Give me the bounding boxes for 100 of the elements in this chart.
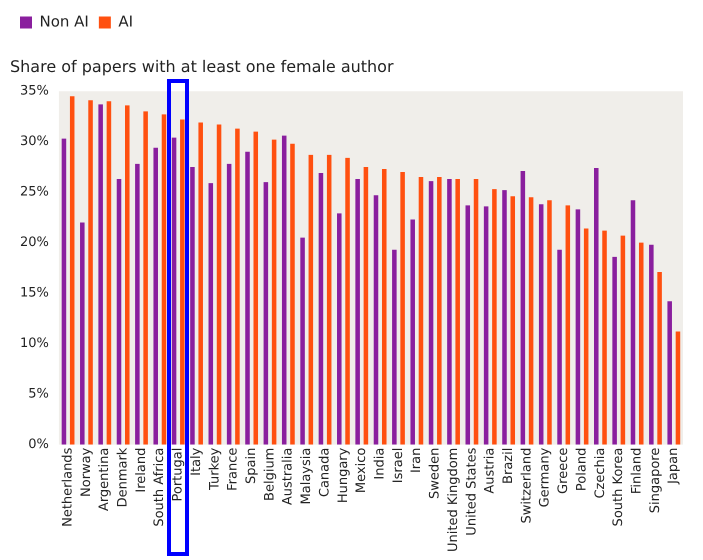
bar bbox=[676, 332, 680, 445]
bar bbox=[208, 183, 214, 445]
y-tick-label: 0% bbox=[28, 437, 49, 452]
x-tick-label: Sweden bbox=[428, 448, 443, 500]
x-tick-label: Australia bbox=[280, 448, 296, 506]
y-tick-label: 20% bbox=[20, 235, 49, 250]
bar bbox=[318, 173, 324, 445]
x-tick-label: Israel bbox=[390, 448, 406, 484]
bar bbox=[245, 152, 250, 445]
bar bbox=[172, 138, 176, 445]
x-tick-label: Turkey bbox=[207, 447, 222, 491]
x-tick-label: Denmark bbox=[116, 447, 131, 508]
x-tick-label: United Kingdom bbox=[446, 448, 461, 552]
x-tick-label: Hungary bbox=[336, 447, 351, 504]
bar bbox=[667, 301, 672, 445]
x-tick-label: Iran bbox=[409, 448, 424, 474]
x-tick-label: Canada bbox=[317, 448, 332, 498]
x-tick-label: Finland bbox=[629, 448, 644, 494]
bar bbox=[88, 100, 93, 445]
x-tick-label: Switzerland bbox=[519, 448, 534, 524]
bar bbox=[630, 200, 636, 445]
bar bbox=[226, 164, 232, 445]
x-tick-label: Singapore bbox=[648, 448, 663, 514]
bar bbox=[400, 172, 405, 445]
x-tick-label: Germany bbox=[538, 447, 553, 508]
x-tick-label: Poland bbox=[574, 448, 590, 492]
bar bbox=[180, 119, 185, 445]
bar bbox=[70, 96, 74, 445]
bar bbox=[638, 242, 644, 445]
bar bbox=[594, 168, 599, 445]
bar bbox=[300, 238, 305, 445]
bar bbox=[264, 182, 268, 445]
bar bbox=[282, 136, 286, 445]
x-tick-label: Malaysia bbox=[299, 448, 314, 504]
bar bbox=[428, 181, 434, 445]
bar bbox=[374, 195, 378, 445]
y-tick-label: 5% bbox=[28, 386, 49, 402]
x-tick-label: Argentina bbox=[97, 448, 112, 512]
bar bbox=[235, 128, 240, 445]
bar bbox=[602, 230, 607, 445]
bar bbox=[492, 189, 497, 445]
x-tick-label: Ireland bbox=[134, 448, 149, 493]
legend-label: AI bbox=[118, 12, 134, 30]
x-tick-label: South Africa bbox=[152, 448, 168, 527]
chart-title: Share of papers with at least one female author bbox=[10, 56, 394, 76]
x-tick-label: Austria bbox=[482, 448, 498, 494]
bar bbox=[162, 114, 166, 445]
y-tick-label: 25% bbox=[20, 184, 49, 200]
bar bbox=[337, 213, 342, 445]
bar bbox=[447, 179, 452, 445]
bar bbox=[190, 166, 195, 445]
bar bbox=[484, 206, 488, 445]
bar bbox=[584, 228, 588, 445]
bar bbox=[382, 168, 387, 445]
bar bbox=[455, 179, 460, 445]
x-tick-label: Norway bbox=[78, 447, 94, 497]
bar bbox=[649, 244, 654, 445]
bar bbox=[657, 272, 662, 445]
bar bbox=[364, 166, 368, 445]
x-tick-label: South Korea bbox=[611, 448, 626, 526]
bar bbox=[125, 105, 130, 445]
bar bbox=[392, 250, 397, 445]
y-tick-label: 35% bbox=[20, 84, 49, 99]
bar bbox=[418, 177, 424, 445]
bar bbox=[355, 179, 360, 445]
y-tick-label: 10% bbox=[20, 336, 49, 352]
bar bbox=[272, 140, 276, 445]
x-tick-label: Japan bbox=[666, 448, 682, 485]
bar bbox=[135, 164, 140, 445]
bar bbox=[345, 158, 350, 445]
legend-label: Non AI bbox=[40, 12, 89, 30]
bar bbox=[116, 179, 122, 445]
x-tick-label: Italy bbox=[188, 447, 204, 476]
bar bbox=[520, 170, 526, 445]
bar bbox=[502, 190, 507, 445]
bar bbox=[153, 148, 158, 445]
bar bbox=[308, 154, 314, 445]
bar bbox=[437, 177, 442, 445]
bar bbox=[547, 200, 552, 445]
bar bbox=[566, 205, 570, 445]
bar bbox=[98, 104, 103, 445]
bar bbox=[474, 179, 478, 445]
x-tick-label: Czechia bbox=[592, 448, 608, 499]
bar bbox=[576, 209, 580, 445]
bar bbox=[80, 222, 85, 445]
x-tick-label: United States bbox=[464, 447, 480, 536]
bar bbox=[620, 236, 626, 445]
y-tick-label: 15% bbox=[20, 286, 49, 301]
x-tick-label: Spain bbox=[244, 448, 260, 484]
bar bbox=[528, 197, 534, 445]
bar bbox=[106, 101, 112, 445]
bar bbox=[557, 250, 562, 445]
bar bbox=[510, 196, 516, 445]
bar bbox=[198, 122, 203, 445]
bar bbox=[216, 124, 222, 445]
bar bbox=[466, 205, 470, 445]
x-tick-label: India bbox=[372, 448, 388, 480]
bar bbox=[612, 256, 617, 445]
bar bbox=[290, 144, 295, 445]
bar bbox=[538, 204, 544, 445]
